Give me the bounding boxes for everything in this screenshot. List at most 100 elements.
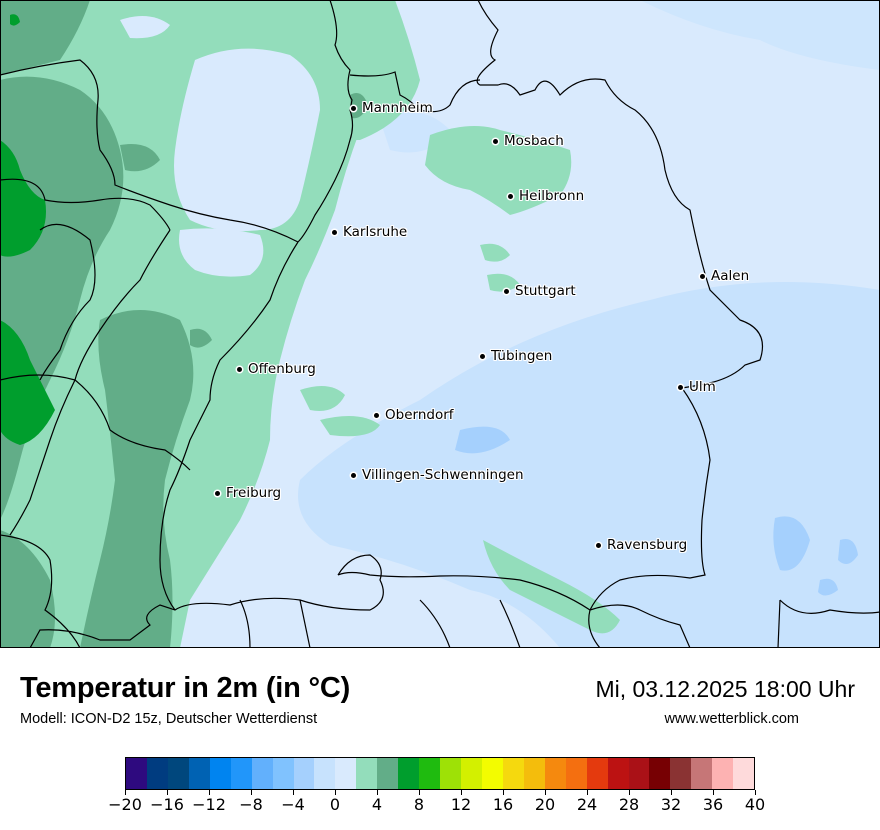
colorbar-tick-label: 24 [576, 795, 598, 814]
colorbar-segment [440, 758, 461, 789]
colorbar-segment [398, 758, 420, 789]
city-marker: Villingen-Schwenningen [351, 467, 524, 483]
colorbar-segment [502, 758, 524, 789]
colorbar-tick-mark [124, 790, 126, 795]
country-borders [0, 0, 880, 648]
colorbar-segment [733, 758, 755, 789]
valid-datetime: Mi, 03.12.2025 18:00 Uhr [595, 676, 855, 702]
colorbar-segment [691, 758, 713, 789]
colorbar-tick-label: 40 [744, 795, 766, 814]
city-dot-icon [351, 472, 356, 478]
colorbar-tick-mark [250, 790, 252, 795]
colorbar-tick-mark [418, 790, 420, 795]
colorbar-tick-label: −8 [239, 795, 263, 814]
colorbar-tick-label: 12 [450, 795, 472, 814]
colorbar-segment [356, 758, 378, 789]
city-label: Mosbach [504, 133, 564, 149]
city-marker: Stuttgart [504, 283, 576, 299]
colorbar-tick-label: −16 [150, 795, 184, 814]
colorbar-segment [523, 758, 545, 789]
colorbar-segment [649, 758, 671, 789]
colorbar-tick-label: 4 [371, 795, 383, 814]
colorbar-tick-label: 0 [329, 795, 341, 814]
city-label: Tübingen [491, 348, 553, 364]
temperature-zone-minus4-minus2 [455, 426, 858, 596]
city-marker: Mosbach [493, 133, 564, 149]
city-label: Stuttgart [515, 283, 576, 299]
colorbar-segment [628, 758, 650, 789]
temperature-map: Mannheim Mosbach Heilbronn Karlsruhe Aalen St… [0, 0, 880, 648]
city-dot-icon [374, 412, 379, 418]
map-field-layer [0, 0, 880, 648]
city-marker: Freiburg [215, 485, 281, 501]
colorbar-tick-mark [334, 790, 336, 795]
colorbar-tick-mark [460, 790, 462, 795]
city-marker: Tübingen [480, 348, 552, 364]
colorbar-segment [209, 758, 231, 789]
colorbar-tick-mark [166, 790, 168, 795]
colorbar-segment [293, 758, 315, 789]
map-title: Temperatur in 2m (in °C) [20, 672, 351, 704]
colorbar-tick-label: −20 [108, 795, 142, 814]
city-label: Heilbronn [519, 188, 585, 204]
city-marker: Ravensburg [596, 537, 687, 553]
colorbar-tick-mark [754, 790, 756, 795]
colorbar-segment [230, 758, 252, 789]
city-marker: Ulm [678, 379, 716, 395]
colorbar-tick-mark [712, 790, 714, 795]
temperature-zone-0-2-west [120, 16, 320, 277]
city-dot-icon [678, 384, 683, 390]
colorbar-segment [377, 758, 399, 789]
colorbar-tick-label: −12 [192, 795, 226, 814]
colorbar-tick-label: 20 [534, 795, 556, 814]
city-dot-icon [480, 353, 485, 359]
city-label: Oberndorf [385, 407, 454, 423]
city-dot-icon [596, 542, 601, 548]
model-subtitle: Modell: ICON-D2 15z, Deutscher Wetterdie… [20, 711, 318, 727]
colorbar-segment [188, 758, 210, 789]
colorbar-tick-label: 28 [618, 795, 640, 814]
city-dot-icon [504, 288, 509, 294]
city-label: Karlsruhe [343, 224, 408, 240]
city-label: Ulm [689, 379, 716, 395]
city-label: Freiburg [226, 485, 282, 501]
colorbar-segment [565, 758, 587, 789]
colorbar-tick-label: 8 [413, 795, 425, 814]
colorbar-segment [586, 758, 608, 789]
colorbar-segment [544, 758, 566, 789]
colorbar-segment [712, 758, 734, 789]
city-dot-icon [215, 490, 220, 496]
colorbar-segment [481, 758, 503, 789]
colorbar-segment [335, 758, 357, 789]
colorbar-tick-label: 16 [492, 795, 514, 814]
city-marker: Offenburg [237, 361, 316, 377]
colorbar-segment [167, 758, 189, 789]
colorbar-segment [126, 758, 147, 789]
colorbar-tick-mark [670, 790, 672, 795]
city-label: Mannheim [362, 100, 433, 116]
website-link[interactable]: www.wetterblick.com [664, 711, 799, 727]
colorbar-ticks: −20 −16 −12 −8 −4 0 4 8 12 16 20 24 28 32 36 40 [108, 790, 765, 820]
colorbar-tick-mark [376, 790, 378, 795]
temperature-zone-6-8 [0, 14, 55, 445]
colorbar-segment [670, 758, 692, 789]
city-dot-icon [700, 273, 705, 279]
city-label: Aalen [711, 268, 750, 284]
colorbar-segment [272, 758, 294, 789]
city-marker: Heilbronn [508, 188, 584, 204]
city-marker: Oberndorf [374, 407, 454, 423]
city-dot-icon [493, 138, 498, 144]
colorbar-tick-label: 32 [660, 795, 682, 814]
temperature-colorbar [125, 757, 755, 790]
city-dot-icon [237, 366, 242, 372]
city-dot-icon [332, 229, 337, 235]
city-marker: Karlsruhe [332, 224, 407, 240]
city-label: Villingen-Schwenningen [362, 467, 524, 483]
colorbar-tick-mark [544, 790, 546, 795]
colorbar-tick-mark [628, 790, 630, 795]
colorbar-tick-label: −4 [281, 795, 305, 814]
colorbar-segment [607, 758, 629, 789]
city-dot-icon [351, 105, 356, 111]
colorbar-tick-label: 36 [702, 795, 724, 814]
city-marker: Mannheim [351, 100, 433, 116]
